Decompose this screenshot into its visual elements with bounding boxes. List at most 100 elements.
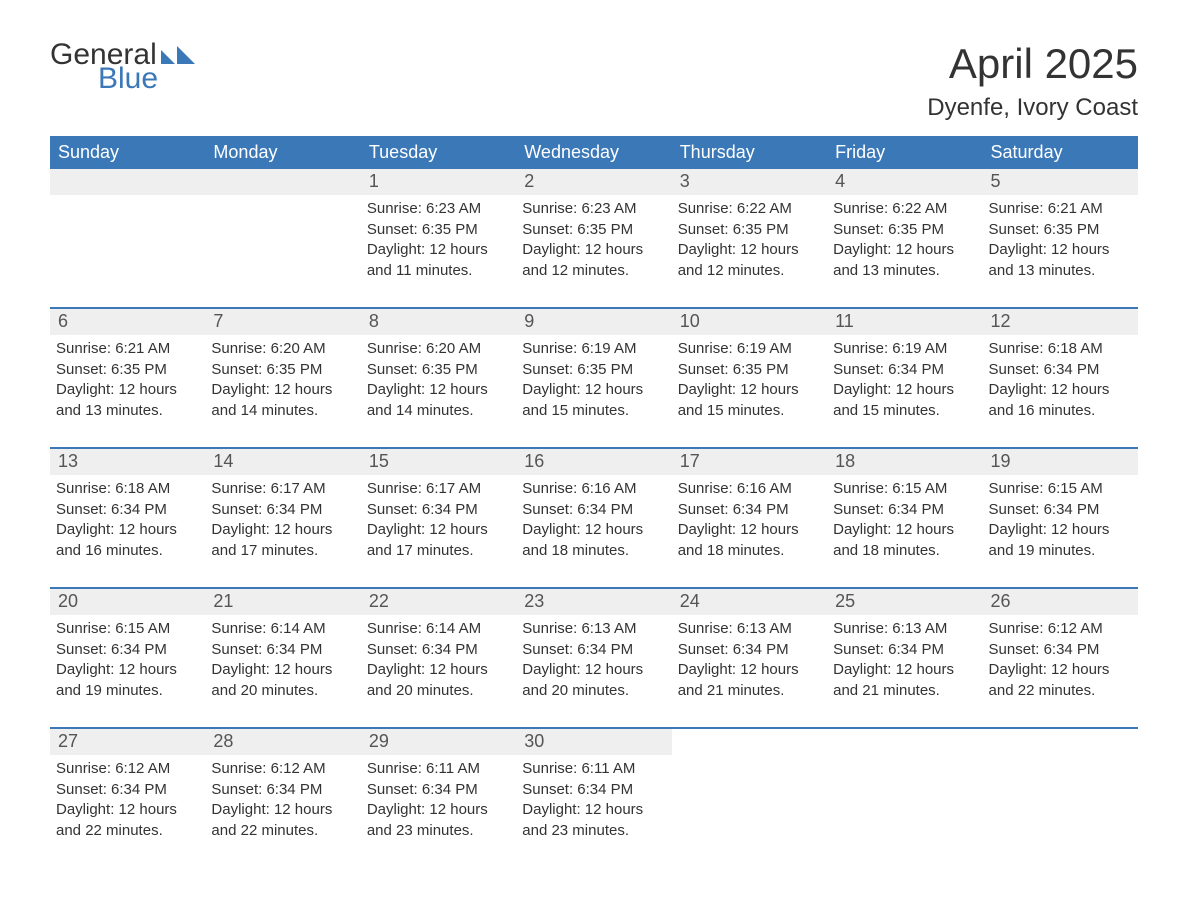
daylight-line: Daylight: 12 hours and 14 minutes. xyxy=(367,380,510,421)
empty-day-bar xyxy=(983,729,1138,755)
daylight-line: Daylight: 12 hours and 20 minutes. xyxy=(367,660,510,701)
empty-day-bar xyxy=(672,729,827,755)
day-cell: 27Sunrise: 6:12 AMSunset: 6:34 PMDayligh… xyxy=(50,729,205,867)
day-number: 15 xyxy=(361,449,516,475)
daylight-line: Daylight: 12 hours and 19 minutes. xyxy=(56,660,199,701)
daylight-line: Daylight: 12 hours and 16 minutes. xyxy=(56,520,199,561)
day-number: 17 xyxy=(672,449,827,475)
month-title: April 2025 xyxy=(927,40,1138,88)
sunrise-line: Sunrise: 6:23 AM xyxy=(522,199,665,220)
daylight-line: Daylight: 12 hours and 12 minutes. xyxy=(678,240,821,281)
weekday-header: Wednesday xyxy=(516,136,671,169)
day-number: 11 xyxy=(827,309,982,335)
sunrise-line: Sunrise: 6:19 AM xyxy=(833,339,976,360)
day-cell: 8Sunrise: 6:20 AMSunset: 6:35 PMDaylight… xyxy=(361,309,516,447)
logo-text-blue: Blue xyxy=(98,64,195,94)
sunset-line: Sunset: 6:34 PM xyxy=(211,780,354,801)
day-cell: 6Sunrise: 6:21 AMSunset: 6:35 PMDaylight… xyxy=(50,309,205,447)
day-body: Sunrise: 6:18 AMSunset: 6:34 PMDaylight:… xyxy=(983,335,1138,432)
week-row: 1Sunrise: 6:23 AMSunset: 6:35 PMDaylight… xyxy=(50,169,1138,307)
day-cell: 3Sunrise: 6:22 AMSunset: 6:35 PMDaylight… xyxy=(672,169,827,307)
daylight-line: Daylight: 12 hours and 21 minutes. xyxy=(833,660,976,701)
sunrise-line: Sunrise: 6:12 AM xyxy=(56,759,199,780)
day-cell: 30Sunrise: 6:11 AMSunset: 6:34 PMDayligh… xyxy=(516,729,671,867)
day-number: 2 xyxy=(516,169,671,195)
empty-day-bar xyxy=(205,169,360,195)
day-cell: 9Sunrise: 6:19 AMSunset: 6:35 PMDaylight… xyxy=(516,309,671,447)
sunrise-line: Sunrise: 6:16 AM xyxy=(678,479,821,500)
day-cell: 7Sunrise: 6:20 AMSunset: 6:35 PMDaylight… xyxy=(205,309,360,447)
sunrise-line: Sunrise: 6:13 AM xyxy=(522,619,665,640)
sunset-line: Sunset: 6:34 PM xyxy=(211,640,354,661)
day-cell: 5Sunrise: 6:21 AMSunset: 6:35 PMDaylight… xyxy=(983,169,1138,307)
day-body: Sunrise: 6:21 AMSunset: 6:35 PMDaylight:… xyxy=(50,335,205,432)
daylight-line: Daylight: 12 hours and 22 minutes. xyxy=(989,660,1132,701)
weekday-header: Saturday xyxy=(983,136,1138,169)
day-cell: 12Sunrise: 6:18 AMSunset: 6:34 PMDayligh… xyxy=(983,309,1138,447)
daylight-line: Daylight: 12 hours and 12 minutes. xyxy=(522,240,665,281)
sunrise-line: Sunrise: 6:22 AM xyxy=(833,199,976,220)
day-body: Sunrise: 6:16 AMSunset: 6:34 PMDaylight:… xyxy=(516,475,671,572)
day-cell: 29Sunrise: 6:11 AMSunset: 6:34 PMDayligh… xyxy=(361,729,516,867)
day-body: Sunrise: 6:23 AMSunset: 6:35 PMDaylight:… xyxy=(516,195,671,292)
day-number: 27 xyxy=(50,729,205,755)
day-number: 4 xyxy=(827,169,982,195)
day-body: Sunrise: 6:22 AMSunset: 6:35 PMDaylight:… xyxy=(827,195,982,292)
day-body: Sunrise: 6:14 AMSunset: 6:34 PMDaylight:… xyxy=(361,615,516,712)
sunrise-line: Sunrise: 6:17 AM xyxy=(211,479,354,500)
daylight-line: Daylight: 12 hours and 13 minutes. xyxy=(56,380,199,421)
sunset-line: Sunset: 6:35 PM xyxy=(678,220,821,241)
sunrise-line: Sunrise: 6:22 AM xyxy=(678,199,821,220)
sunrise-line: Sunrise: 6:19 AM xyxy=(678,339,821,360)
day-number: 24 xyxy=(672,589,827,615)
day-number: 18 xyxy=(827,449,982,475)
week-row: 6Sunrise: 6:21 AMSunset: 6:35 PMDaylight… xyxy=(50,307,1138,447)
day-cell: 24Sunrise: 6:13 AMSunset: 6:34 PMDayligh… xyxy=(672,589,827,727)
day-body: Sunrise: 6:12 AMSunset: 6:34 PMDaylight:… xyxy=(983,615,1138,712)
day-body: Sunrise: 6:20 AMSunset: 6:35 PMDaylight:… xyxy=(205,335,360,432)
day-number: 25 xyxy=(827,589,982,615)
day-cell: 14Sunrise: 6:17 AMSunset: 6:34 PMDayligh… xyxy=(205,449,360,587)
day-body: Sunrise: 6:14 AMSunset: 6:34 PMDaylight:… xyxy=(205,615,360,712)
day-body: Sunrise: 6:16 AMSunset: 6:34 PMDaylight:… xyxy=(672,475,827,572)
day-number: 19 xyxy=(983,449,1138,475)
sunrise-line: Sunrise: 6:20 AM xyxy=(211,339,354,360)
calendar: SundayMondayTuesdayWednesdayThursdayFrid… xyxy=(50,136,1138,867)
day-cell: 28Sunrise: 6:12 AMSunset: 6:34 PMDayligh… xyxy=(205,729,360,867)
day-number: 9 xyxy=(516,309,671,335)
day-cell: 22Sunrise: 6:14 AMSunset: 6:34 PMDayligh… xyxy=(361,589,516,727)
sunrise-line: Sunrise: 6:11 AM xyxy=(367,759,510,780)
day-cell: 2Sunrise: 6:23 AMSunset: 6:35 PMDaylight… xyxy=(516,169,671,307)
day-body: Sunrise: 6:20 AMSunset: 6:35 PMDaylight:… xyxy=(361,335,516,432)
day-number: 29 xyxy=(361,729,516,755)
sunrise-line: Sunrise: 6:15 AM xyxy=(989,479,1132,500)
sunrise-line: Sunrise: 6:18 AM xyxy=(989,339,1132,360)
sunrise-line: Sunrise: 6:23 AM xyxy=(367,199,510,220)
weekday-header: Friday xyxy=(827,136,982,169)
weekday-header: Monday xyxy=(205,136,360,169)
daylight-line: Daylight: 12 hours and 23 minutes. xyxy=(367,800,510,841)
day-cell xyxy=(672,729,827,867)
sunset-line: Sunset: 6:34 PM xyxy=(211,500,354,521)
day-cell: 1Sunrise: 6:23 AMSunset: 6:35 PMDaylight… xyxy=(361,169,516,307)
day-number: 26 xyxy=(983,589,1138,615)
sunset-line: Sunset: 6:35 PM xyxy=(833,220,976,241)
day-number: 14 xyxy=(205,449,360,475)
sunrise-line: Sunrise: 6:20 AM xyxy=(367,339,510,360)
daylight-line: Daylight: 12 hours and 18 minutes. xyxy=(522,520,665,561)
sunrise-line: Sunrise: 6:14 AM xyxy=(211,619,354,640)
day-cell: 19Sunrise: 6:15 AMSunset: 6:34 PMDayligh… xyxy=(983,449,1138,587)
daylight-line: Daylight: 12 hours and 21 minutes. xyxy=(678,660,821,701)
sunrise-line: Sunrise: 6:15 AM xyxy=(56,619,199,640)
day-cell xyxy=(205,169,360,307)
day-number: 10 xyxy=(672,309,827,335)
day-body: Sunrise: 6:22 AMSunset: 6:35 PMDaylight:… xyxy=(672,195,827,292)
daylight-line: Daylight: 12 hours and 22 minutes. xyxy=(56,800,199,841)
day-body: Sunrise: 6:13 AMSunset: 6:34 PMDaylight:… xyxy=(516,615,671,712)
day-cell: 23Sunrise: 6:13 AMSunset: 6:34 PMDayligh… xyxy=(516,589,671,727)
day-number: 7 xyxy=(205,309,360,335)
day-cell xyxy=(827,729,982,867)
day-cell xyxy=(50,169,205,307)
day-body: Sunrise: 6:15 AMSunset: 6:34 PMDaylight:… xyxy=(827,475,982,572)
sunset-line: Sunset: 6:34 PM xyxy=(522,780,665,801)
